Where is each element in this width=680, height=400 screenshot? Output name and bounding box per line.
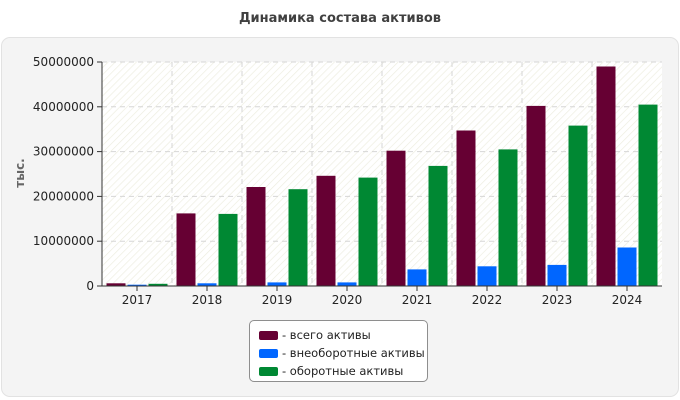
x-tick-label: 2023 bbox=[542, 293, 573, 307]
bar-noncurrent-2020 bbox=[337, 282, 357, 286]
x-tick-label: 2018 bbox=[192, 293, 223, 307]
x-tick-label: 2017 bbox=[122, 293, 153, 307]
x-tick-label: 2024 bbox=[612, 293, 643, 307]
x-tick-label: 2020 bbox=[332, 293, 363, 307]
bar-noncurrent-2024 bbox=[617, 247, 637, 286]
y-axis-label: тыс. bbox=[13, 158, 27, 187]
chart-title: Динамика состава активов bbox=[238, 11, 442, 26]
y-tick-label: 10000000 bbox=[33, 234, 94, 248]
x-tick-label: 2021 bbox=[402, 293, 433, 307]
legend-item-noncurrent-assets: - внеоборотные активы bbox=[250, 344, 427, 362]
legend-label-current-assets: - оборотные активы bbox=[282, 364, 404, 378]
legend-swatch-current-assets bbox=[259, 366, 278, 376]
axes: 0 10000000 20000000 30000000 40000000 5000000… bbox=[33, 55, 662, 307]
bar-total-2022 bbox=[456, 130, 476, 286]
bar-current-2018 bbox=[218, 213, 238, 286]
y-tick-label: 20000000 bbox=[33, 189, 94, 203]
bar-noncurrent-2018 bbox=[197, 283, 217, 286]
bar-noncurrent-2023 bbox=[547, 264, 567, 286]
x-tick-label: 2022 bbox=[472, 293, 503, 307]
x-tick-label: 2019 bbox=[262, 293, 293, 307]
bar-current-2022 bbox=[498, 149, 518, 286]
bar-current-2019 bbox=[288, 189, 308, 286]
y-tick-label: 40000000 bbox=[33, 100, 94, 114]
y-tick-label: 50000000 bbox=[33, 55, 94, 69]
bars bbox=[106, 66, 658, 287]
bar-total-2021 bbox=[386, 150, 406, 286]
bar-total-2018 bbox=[176, 213, 196, 286]
bar-noncurrent-2021 bbox=[407, 269, 427, 286]
bar-total-2023 bbox=[526, 105, 546, 287]
bar-total-2017 bbox=[106, 283, 126, 286]
bar-current-2023 bbox=[568, 125, 588, 286]
bar-current-2017 bbox=[148, 283, 168, 286]
bar-current-2021 bbox=[428, 165, 448, 286]
bar-total-2024 bbox=[596, 66, 616, 286]
bar-noncurrent-2019 bbox=[267, 282, 287, 286]
y-tick-label: 0 bbox=[86, 279, 94, 293]
y-tick-label: 30000000 bbox=[33, 145, 94, 159]
gridlines bbox=[102, 61, 662, 286]
legend: - всего активы - внеоборотные активы - о… bbox=[249, 320, 428, 382]
bar-current-2024 bbox=[638, 104, 658, 286]
bar-current-2020 bbox=[358, 177, 378, 286]
legend-item-total-assets: - всего активы bbox=[250, 326, 427, 344]
bar-noncurrent-2017 bbox=[127, 284, 147, 286]
legend-swatch-total-assets bbox=[259, 330, 278, 340]
bar-noncurrent-2022 bbox=[477, 266, 497, 286]
bar-total-2020 bbox=[316, 175, 336, 286]
legend-label-noncurrent-assets: - внеоборотные активы bbox=[282, 346, 425, 360]
bar-total-2019 bbox=[246, 187, 266, 286]
legend-label-total-assets: - всего активы bbox=[282, 328, 371, 342]
legend-item-current-assets: - оборотные активы bbox=[250, 362, 427, 380]
legend-swatch-noncurrent-assets bbox=[259, 348, 278, 358]
